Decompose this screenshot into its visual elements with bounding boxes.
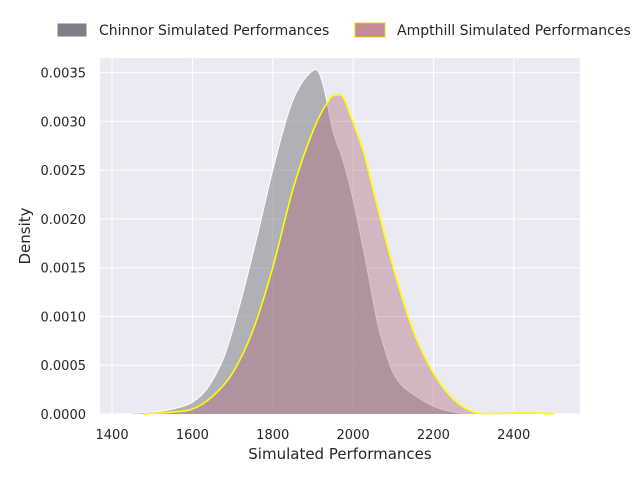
legend-label-chinnor: Chinnor Simulated Performances xyxy=(99,23,329,39)
legend: Chinnor Simulated Performances Ampthill … xyxy=(56,22,631,39)
x-axis-label: Simulated Performances xyxy=(248,445,432,463)
x-tick-label: 2400 xyxy=(497,428,530,443)
y-tick-label: 0.0015 xyxy=(41,262,87,277)
legend-label-ampthill: Ampthill Simulated Performances xyxy=(397,23,631,39)
x-tick-label: 1600 xyxy=(176,428,209,443)
x-tick-label: 1400 xyxy=(96,428,129,443)
y-tick-label: 0.0010 xyxy=(41,310,87,325)
x-tick-label: 2200 xyxy=(417,428,450,443)
x-tick-labels: 1400 1600 1800 2000 2200 2400 xyxy=(96,428,531,443)
legend-swatch-ampthill xyxy=(354,22,386,38)
y-tick-label: 0.0025 xyxy=(41,164,87,179)
density-line-chinnor xyxy=(118,68,474,415)
y-tick-labels: 0.0000 0.0005 0.0010 0.0015 0.0020 0.0025 0.00… xyxy=(41,67,87,423)
density-line-ampthill xyxy=(144,93,554,415)
density-fill-ampthill xyxy=(144,94,554,415)
y-tick-label: 0.0005 xyxy=(41,359,87,374)
density-areas xyxy=(118,68,554,415)
y-tick-label: 0.0035 xyxy=(41,67,87,82)
y-tick-label: 0.0020 xyxy=(41,213,87,228)
y-tick-label: 0.0000 xyxy=(41,408,87,423)
legend-swatch-chinnor xyxy=(56,22,88,38)
x-tick-label: 1800 xyxy=(256,428,289,443)
x-tick-label: 2000 xyxy=(337,428,370,443)
density-fill-chinnor xyxy=(118,69,474,414)
y-axis-label: Density xyxy=(16,207,34,264)
y-tick-label: 0.0030 xyxy=(41,115,87,130)
